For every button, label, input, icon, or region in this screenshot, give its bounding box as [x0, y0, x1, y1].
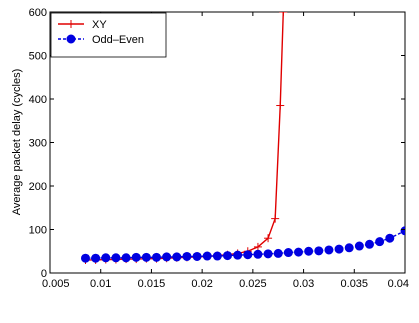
data-point-odd-even [202, 251, 212, 261]
legend-marker-odd-even [66, 34, 76, 44]
data-point-odd-even [354, 241, 364, 251]
data-point-odd-even [212, 251, 222, 261]
data-point-odd-even [324, 245, 334, 255]
data-point-odd-even [365, 239, 374, 249]
data-point-odd-even [344, 243, 354, 253]
data-point-odd-even [304, 246, 314, 256]
data-point-odd-even [233, 250, 243, 260]
series-layer [81, 12, 405, 264]
data-point-odd-even [111, 253, 121, 263]
data-point-odd-even [283, 248, 293, 258]
legend-label-xy: XY [92, 19, 107, 31]
y-axis-label: Average packet delay (cycles) [11, 69, 23, 216]
data-point-odd-even [253, 249, 263, 259]
y-tick-label: 600 [29, 7, 47, 19]
data-point-odd-even [182, 251, 192, 261]
data-point-odd-even [294, 247, 303, 257]
x-tick-label: 0.025 [239, 278, 267, 290]
data-point-odd-even [385, 233, 395, 243]
x-tick-label: 0.04 [388, 278, 409, 290]
data-point-odd-even [334, 244, 344, 254]
data-point-odd-even [152, 252, 161, 262]
data-point-odd-even [273, 248, 283, 258]
y-tick-label: 300 [29, 138, 47, 150]
data-point-odd-even [81, 253, 90, 263]
axis-ticks: 0.005 0.01 0.015 0.02 0.025 0.03 0.035 0.04 0 100… [29, 7, 409, 290]
data-point-odd-even [101, 253, 111, 263]
data-point-odd-even [375, 237, 385, 247]
data-point-xy [253, 242, 262, 251]
data-point-odd-even [91, 253, 101, 263]
data-point-odd-even [121, 253, 131, 263]
data-point-xy [271, 214, 280, 223]
y-tick-label: 400 [29, 94, 47, 106]
data-point-odd-even [131, 252, 141, 262]
x-tick-label: 0.01 [90, 278, 111, 290]
data-point-xy [279, 12, 288, 16]
legend: XY Odd–Even [50, 12, 167, 58]
data-point-odd-even [162, 252, 172, 262]
x-tick-label: 0.015 [138, 278, 166, 290]
x-tick-label: 0.02 [191, 278, 212, 290]
y-tick-label: 0 [41, 268, 47, 280]
data-point-odd-even [172, 252, 182, 262]
data-point-odd-even [263, 249, 273, 259]
y-tick-label: 200 [29, 181, 47, 193]
data-point-odd-even [141, 252, 151, 262]
data-point-odd-even [243, 250, 253, 260]
data-point-odd-even [223, 251, 232, 261]
legend-label-odd-even: Odd–Even [92, 34, 144, 46]
data-point-odd-even [314, 246, 324, 256]
x-tick-label: 0.035 [341, 278, 369, 290]
data-point-xy [264, 234, 273, 243]
y-tick-label: 500 [29, 51, 47, 63]
x-tick-label: 0.005 [42, 278, 70, 290]
legend-marker-xy [67, 20, 75, 28]
data-point-odd-even [192, 251, 202, 261]
data-point-odd-even [400, 226, 405, 236]
x-tick-label: 0.03 [293, 278, 314, 290]
data-point-xy [276, 101, 285, 110]
y-tick-label: 100 [29, 225, 47, 237]
